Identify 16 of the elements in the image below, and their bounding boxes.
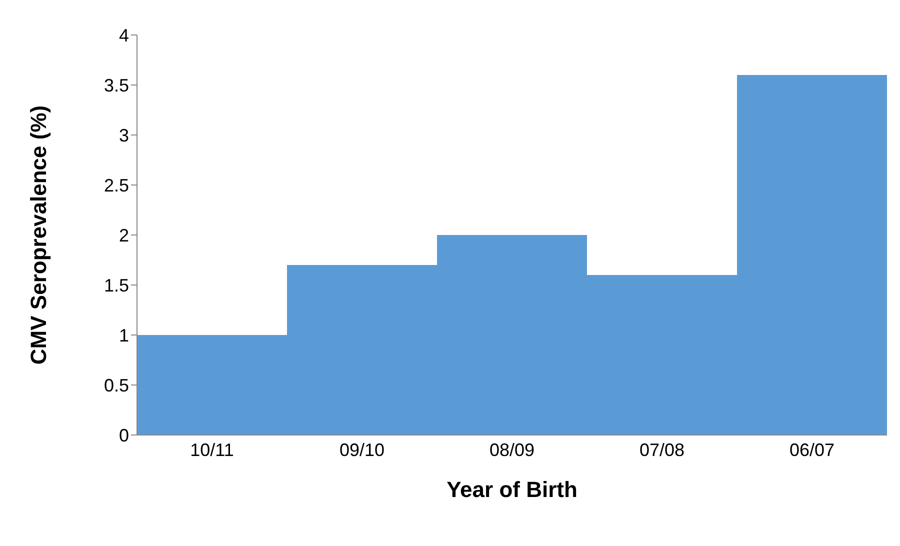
- x-tick-label: 06/07: [789, 440, 835, 460]
- y-tick-label: 0: [118, 425, 129, 446]
- y-tick-label: 0.5: [104, 375, 129, 396]
- x-tick-label: 09/10: [339, 440, 385, 460]
- y-tick-label: 1.5: [104, 275, 129, 296]
- y-tick-label: 3: [118, 125, 129, 146]
- x-tick-label: 10/11: [190, 440, 234, 460]
- y-tick-label: 1: [118, 325, 129, 346]
- y-tick-label: 2.5: [104, 175, 129, 196]
- y-axis-title: CMV Seroprevalence (%): [26, 105, 51, 365]
- x-tick-label: 07/08: [639, 440, 685, 460]
- x-tick-label: 08/09: [489, 440, 535, 460]
- x-axis-title: Year of Birth: [446, 477, 578, 502]
- y-tick-label: 2: [118, 225, 129, 246]
- y-tick-label: 4: [118, 25, 129, 46]
- y-tick-label: 3.5: [104, 75, 129, 96]
